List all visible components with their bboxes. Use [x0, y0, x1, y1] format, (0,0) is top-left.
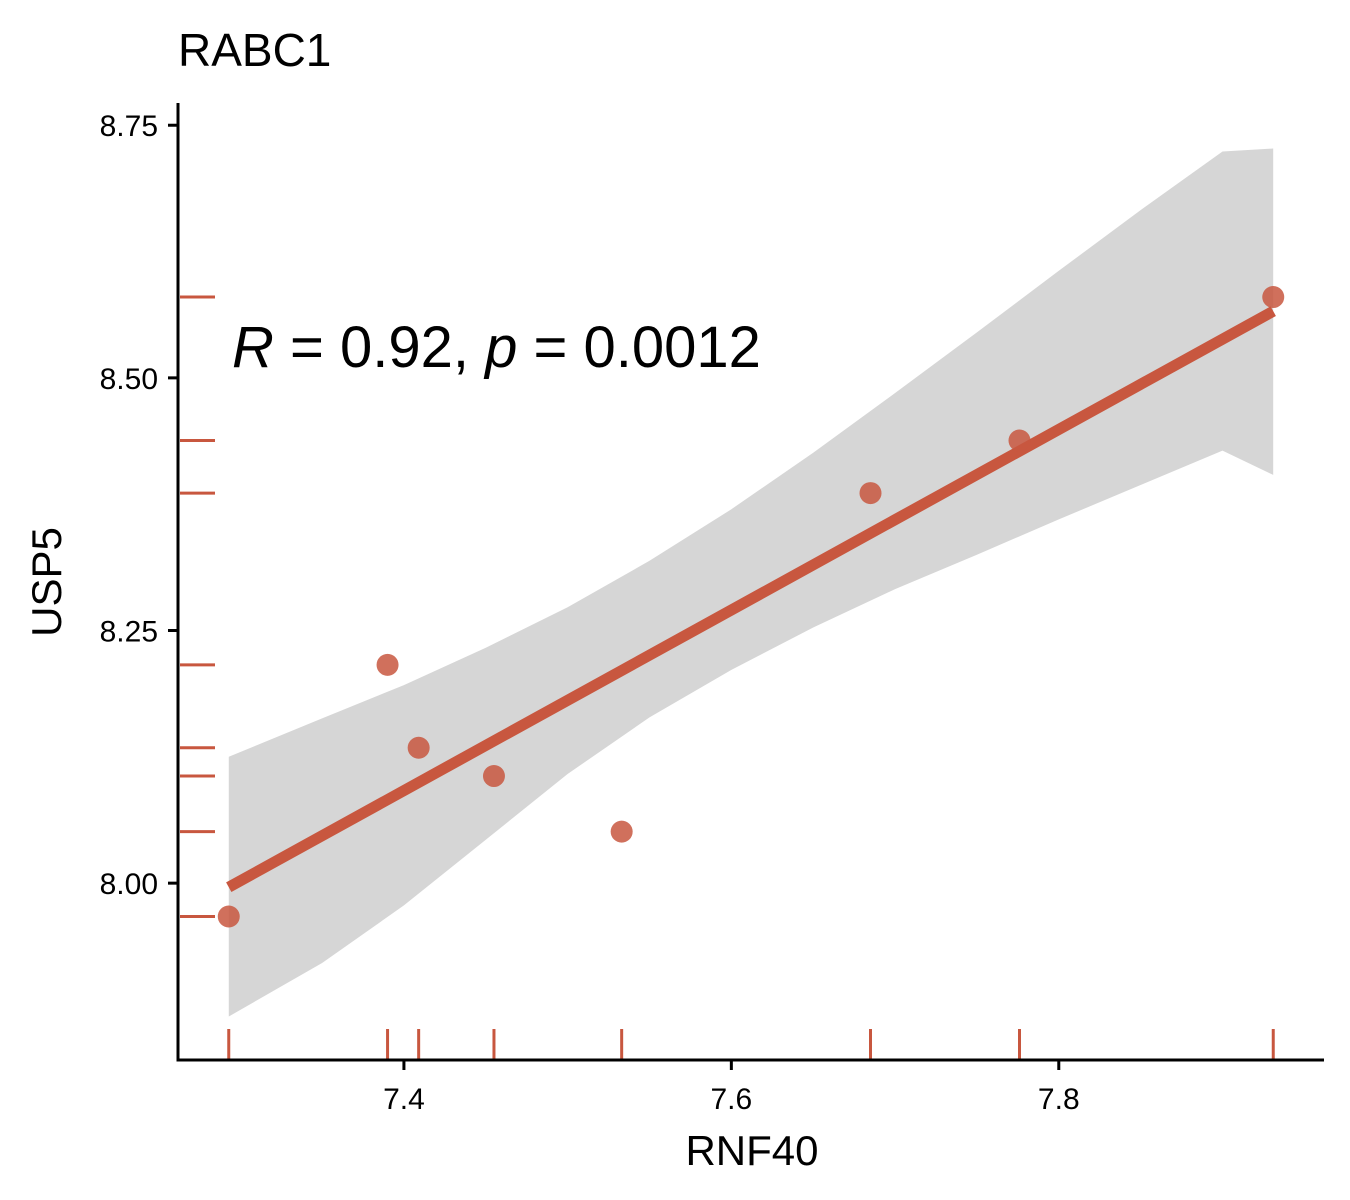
data-point-7	[1008, 429, 1031, 452]
y-axis-title: USP5	[23, 527, 70, 637]
regression-line-layer	[226, 306, 1276, 893]
r-symbol: R	[232, 315, 274, 380]
p-value: = 0.0012	[517, 315, 761, 380]
y-axis-ticks: 8.00 8.25 8.50 8.75	[100, 110, 177, 901]
x-axis-ticks: 7.4 7.6 7.8	[383, 1061, 1080, 1116]
x-tick-label: 7.4	[383, 1083, 425, 1116]
y-tick-label: 8.00	[100, 868, 158, 901]
data-point-5	[610, 820, 633, 843]
confidence-band	[228, 148, 1274, 1017]
y-tick-label: 8.25	[100, 616, 158, 649]
rug-marks	[180, 295, 1275, 1059]
correlation-annotation: R = 0.92, p = 0.0012	[232, 315, 761, 380]
regression-line	[226, 306, 1276, 893]
data-point-1	[217, 905, 240, 928]
r-value: = 0.92,	[274, 315, 485, 380]
data-point-4	[482, 765, 505, 788]
y-tick-label: 8.75	[100, 110, 158, 143]
data-point-2	[376, 653, 399, 676]
data-point-8	[1262, 286, 1285, 309]
y-tick-label: 8.50	[100, 363, 158, 396]
confidence-band-layer	[228, 148, 1274, 1017]
x-tick-label: 7.6	[710, 1083, 752, 1116]
x-axis-title: RNF40	[685, 1127, 818, 1174]
data-points	[217, 286, 1285, 928]
data-point-6	[859, 482, 882, 505]
p-symbol: p	[483, 315, 517, 380]
data-point-3	[407, 736, 430, 759]
chart-title: RABC1	[178, 24, 331, 76]
x-tick-label: 7.8	[1038, 1083, 1080, 1116]
